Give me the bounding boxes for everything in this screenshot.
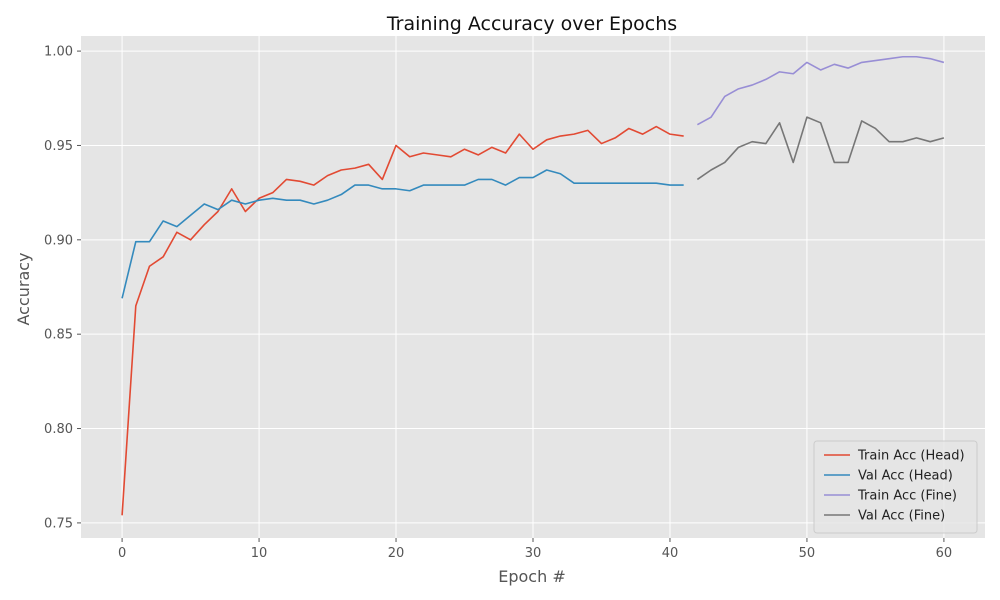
series-lines — [121, 55, 945, 516]
x-tick-label: 40 — [662, 546, 679, 561]
x-tick-label: 60 — [936, 546, 953, 561]
x-tick-label: 20 — [388, 546, 405, 561]
chart-title: Training Accuracy over Epochs — [386, 13, 677, 35]
x-tick-label: 50 — [799, 546, 816, 561]
legend-label-train-acc-head: Train Acc (Head) — [857, 449, 965, 464]
legend-label-val-acc-head: Val Acc (Head) — [858, 469, 953, 484]
legend-box — [813, 440, 978, 534]
x-tick-label: 10 — [251, 546, 268, 561]
x-axis-title: Epoch # — [498, 567, 565, 586]
series-line-val-acc-head — [121, 169, 684, 299]
grid-lines — [81, 36, 985, 538]
series-line-train-acc-head — [121, 125, 684, 516]
y-tick-label: 0.80 — [44, 422, 73, 437]
y-tick-label: 0.75 — [44, 516, 73, 531]
series-line-train-acc-fine — [696, 55, 945, 126]
y-tick-label: 1.00 — [44, 45, 73, 60]
legend: Train Acc (Head) Val Acc (Head) Train Acc … — [813, 440, 978, 534]
legend-label-val-acc-fine: Val Acc (Fine) — [858, 509, 945, 524]
legend-label-train-acc-fine: Train Acc (Fine) — [857, 489, 957, 504]
axis-ticks: 0 10 20 30 40 50 60 0.75 0.80 0.85 0.90 0.95 1.00 — [44, 45, 952, 561]
series-line-val-acc-fine — [696, 116, 945, 181]
y-tick-label: 0.95 — [44, 139, 73, 154]
y-tick-label: 0.90 — [44, 233, 73, 248]
x-tick-label: 0 — [118, 546, 126, 561]
y-tick-label: 0.85 — [44, 328, 73, 343]
y-axis-title: Accuracy — [14, 252, 33, 325]
x-tick-label: 30 — [525, 546, 542, 561]
